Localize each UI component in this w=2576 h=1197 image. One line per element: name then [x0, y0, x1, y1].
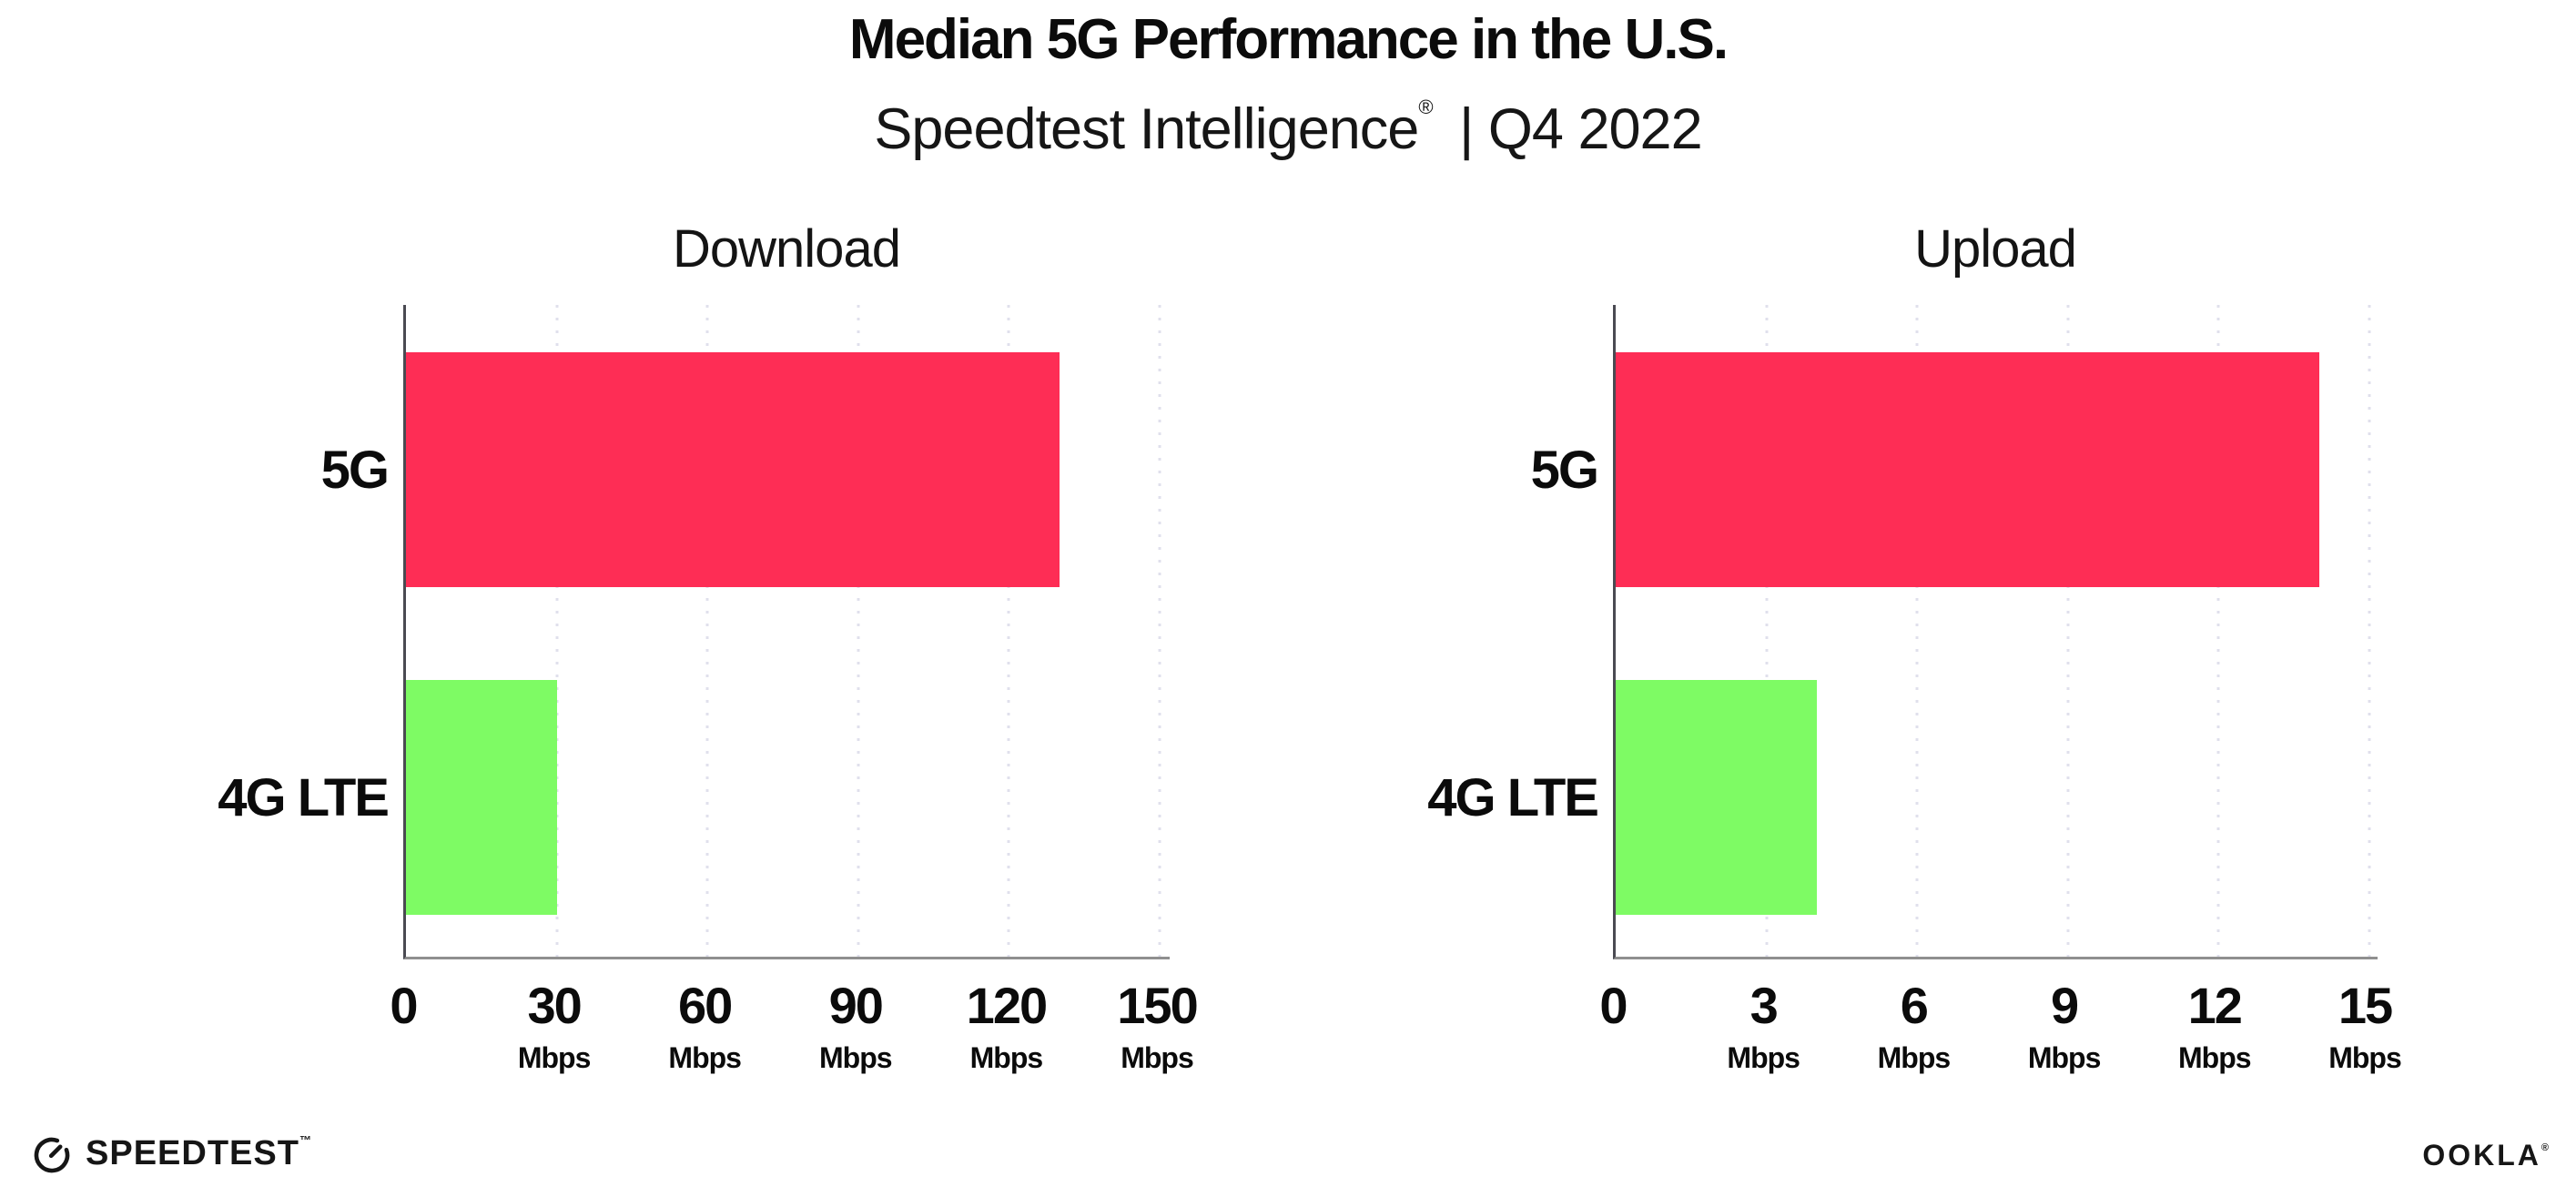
- subtitle-brand: Speedtest Intelligence: [874, 97, 1419, 161]
- x-tick-15: 15 Mbps: [2328, 976, 2402, 1075]
- download-x-axis-ticks: 0 30 Mbps 60 Mbps 90 Mbps 120 Mbps 150 Mbps: [390, 976, 1198, 1094]
- x-tick-12: 12 Mbps: [2178, 976, 2252, 1075]
- x-tick-unit: Mbps: [2178, 1041, 2252, 1074]
- x-tick-unit: Mbps: [969, 1041, 1044, 1074]
- x-tick-unit: Mbps: [2328, 1041, 2402, 1074]
- y-axis-label-5g: 5G: [320, 440, 390, 500]
- x-tick-value: 30: [527, 977, 582, 1034]
- x-tick-120: 120 Mbps: [966, 976, 1048, 1075]
- x-tick-unit: Mbps: [819, 1041, 893, 1074]
- subtitle-separator: [1434, 97, 1460, 161]
- x-tick-value: 15: [2338, 977, 2393, 1034]
- x-tick-60: 60 Mbps: [668, 976, 742, 1075]
- gridline-3: [1765, 305, 1769, 957]
- speedtest-label: SPEEDTEST: [86, 1134, 299, 1172]
- x-tick-value: 9: [2051, 977, 2079, 1034]
- upload-x-axis-ticks: 0 3 Mbps 6 Mbps 9 Mbps 12 Mbps 15 Mbps: [1599, 976, 2401, 1094]
- download-chart-title: Download: [673, 219, 901, 279]
- bar-download-5g: [406, 352, 1060, 587]
- page-subtitle: Speedtest Intelligence® | Q4 2022: [0, 96, 2576, 162]
- bar-upload-4g-lte: [1616, 680, 1817, 915]
- upload-plot-inner: [1616, 305, 2371, 957]
- gridline-6: [1915, 305, 1919, 957]
- x-tick-value: 150: [1117, 977, 1198, 1034]
- x-tick-value: 90: [828, 977, 884, 1034]
- x-tick-9: 9 Mbps: [2027, 976, 2102, 1075]
- x-tick-value: 3: [1749, 977, 1779, 1034]
- registered-mark: ®: [1418, 96, 1434, 118]
- speedtest-logo: SPEEDTEST™: [30, 1131, 311, 1175]
- x-tick-90: 90 Mbps: [819, 976, 893, 1075]
- download-plot-area: [403, 305, 1170, 959]
- x-tick-3: 3 Mbps: [1727, 976, 1800, 1075]
- y-axis-label-4g-lte: 4G LTE: [1427, 767, 1599, 827]
- header: Median 5G Performance in the U.S. Speedt…: [0, 0, 2576, 162]
- speedtest-gauge-icon: [30, 1131, 74, 1175]
- x-tick-unit: Mbps: [1121, 1041, 1194, 1074]
- x-tick-150: 150 Mbps: [1117, 976, 1198, 1075]
- x-tick-value: 12: [2187, 977, 2243, 1034]
- y-axis-label-5g: 5G: [1530, 440, 1599, 500]
- ookla-label: OOKLA: [2422, 1139, 2541, 1172]
- gridline-150: [1158, 305, 1161, 957]
- x-tick-value: 6: [1900, 977, 1929, 1034]
- bar-download-4g-lte: [406, 680, 557, 915]
- gridline-30: [555, 305, 559, 957]
- x-tick-30: 30 Mbps: [517, 976, 592, 1075]
- x-tick-unit: Mbps: [1727, 1041, 1800, 1074]
- gridline-12: [2216, 305, 2220, 957]
- upload-chart-title: Upload: [1914, 219, 2077, 279]
- x-tick-value: 0: [1599, 977, 1628, 1034]
- gridline-60: [705, 305, 709, 957]
- upload-plot-area: [1613, 305, 2378, 959]
- x-tick-value: 120: [966, 977, 1048, 1034]
- x-tick-unit: Mbps: [1877, 1041, 1952, 1074]
- subtitle-period: | Q4 2022: [1459, 97, 1703, 161]
- x-tick-value: 0: [390, 977, 418, 1034]
- gridline-9: [2066, 305, 2070, 957]
- bar-upload-5g: [1616, 352, 2319, 587]
- ookla-logo: OOKLA®: [2422, 1139, 2549, 1172]
- download-plot-inner: [406, 305, 1161, 957]
- speedtest-wordmark: SPEEDTEST™: [86, 1133, 311, 1173]
- x-tick-0: 0: [390, 976, 418, 1035]
- x-tick-unit: Mbps: [517, 1041, 592, 1074]
- page-title: Median 5G Performance in the U.S.: [848, 8, 1729, 71]
- y-axis-label-4g-lte: 4G LTE: [218, 767, 390, 827]
- trademark-mark: ™: [299, 1133, 311, 1147]
- x-tick-6: 6 Mbps: [1877, 976, 1952, 1075]
- gridline-120: [1007, 305, 1010, 957]
- ookla-registered-mark: ®: [2541, 1142, 2549, 1153]
- gridline-15: [2368, 305, 2371, 957]
- x-tick-0: 0: [1599, 976, 1628, 1035]
- gridline-90: [857, 305, 860, 957]
- x-tick-unit: Mbps: [2027, 1041, 2102, 1074]
- x-tick-value: 60: [678, 977, 733, 1034]
- x-tick-unit: Mbps: [668, 1041, 742, 1074]
